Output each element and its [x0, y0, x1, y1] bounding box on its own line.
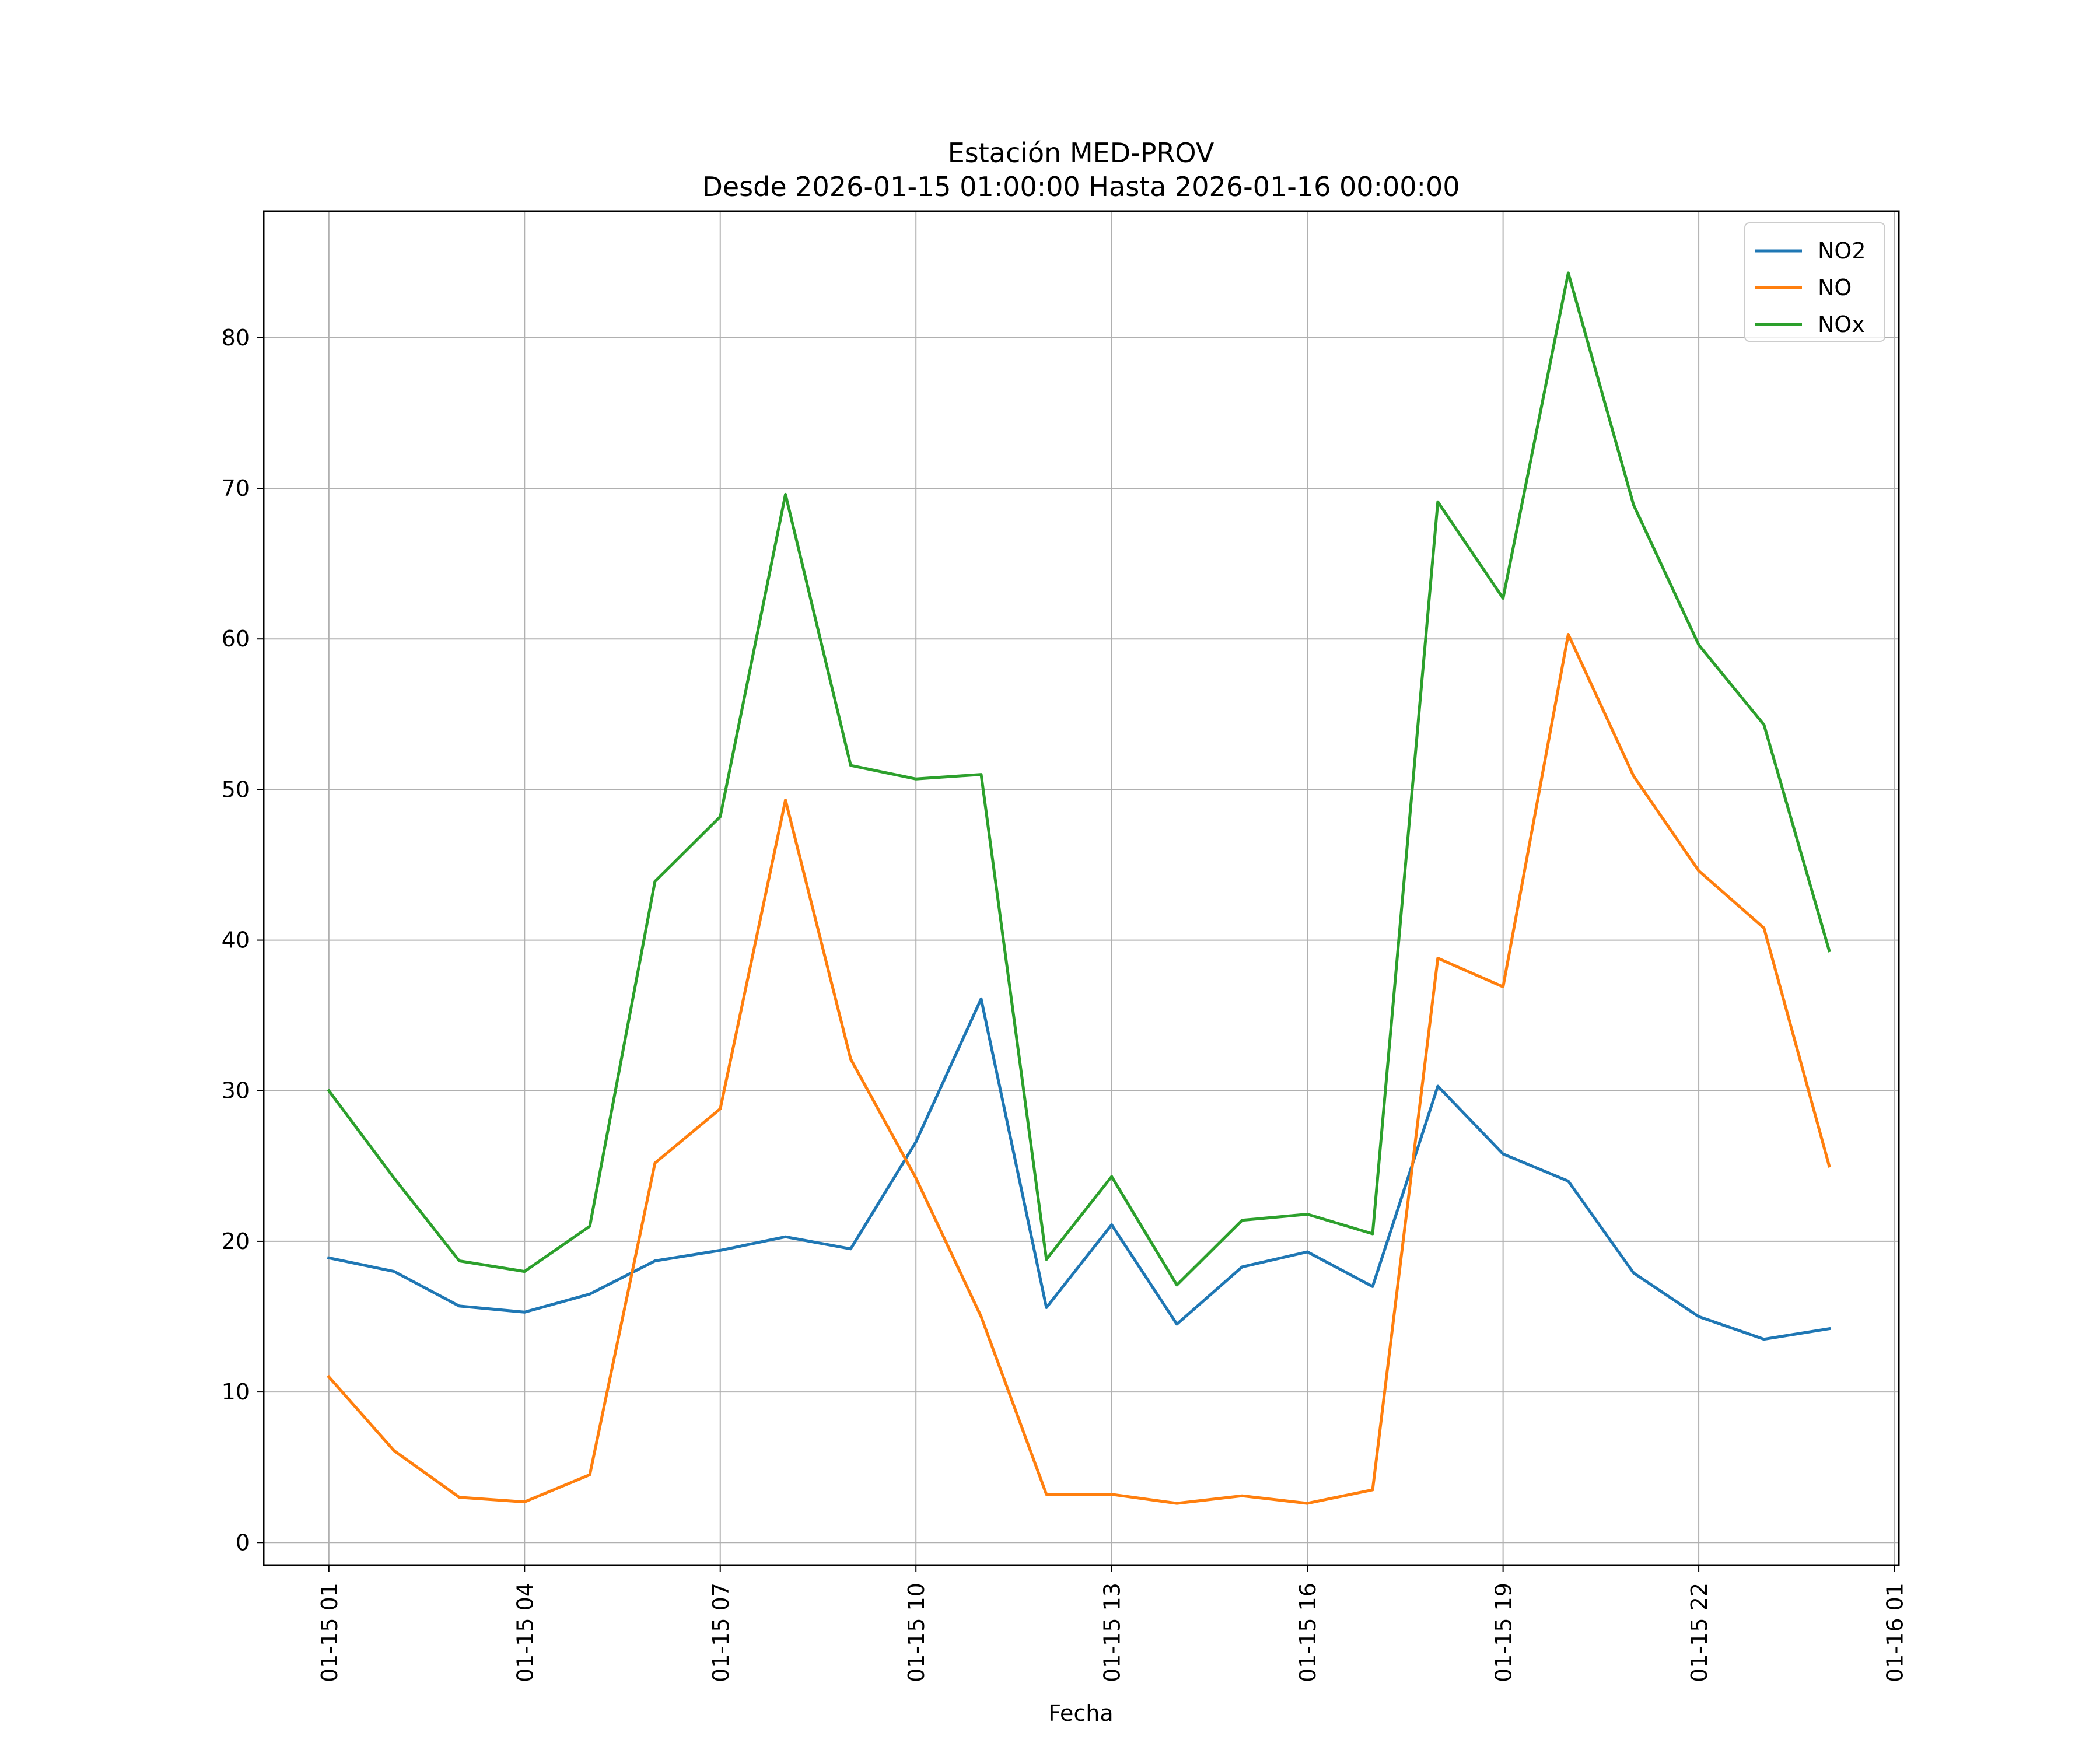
x-tick-label: 01-15 04 [512, 1583, 538, 1682]
series-line-no2 [327, 997, 1831, 1341]
legend: NO2 NO NOx [1744, 222, 1885, 342]
y-tick-label: 80 [222, 325, 250, 351]
chart-title: Estación MED-PROV [948, 137, 1214, 169]
y-tick-label: 30 [222, 1078, 250, 1104]
legend-label: NOx [1818, 312, 1865, 337]
x-tick-label: 01-15 13 [1100, 1583, 1125, 1682]
x-tick-label: 01-15 16 [1295, 1583, 1321, 1682]
series-no2 [327, 997, 1831, 1341]
x-tick-label: 01-15 10 [904, 1583, 929, 1682]
series-lines [327, 271, 1831, 1505]
series-line-no [327, 633, 1831, 1505]
grid [264, 211, 1899, 1565]
axes: 0 10 20 30 40 50 60 70 80 01-15 01 01-15 04 01-15 0… [222, 325, 1908, 1682]
y-tick-label: 40 [222, 928, 250, 953]
x-axis-label: Fecha [1048, 1700, 1113, 1726]
x-tick-label: 01-15 01 [317, 1583, 342, 1682]
y-tick-label: 60 [222, 626, 250, 652]
y-tick-label: 50 [222, 776, 250, 802]
y-tick-label: 10 [222, 1379, 250, 1405]
chart-subtitle: Desde 2026-01-15 01:00:00 Hasta 2026-01-… [702, 171, 1460, 202]
legend-label: NO2 [1818, 238, 1866, 264]
y-tick-label: 0 [236, 1530, 250, 1555]
series-line-nox [327, 271, 1831, 1287]
legend-label: NO [1818, 275, 1852, 300]
x-tick-label: 01-16 01 [1882, 1583, 1908, 1682]
x-tick-label: 01-15 07 [708, 1583, 734, 1682]
series-no [327, 633, 1831, 1505]
legend-box [1744, 222, 1885, 342]
y-tick-label: 20 [222, 1229, 250, 1254]
y-tick-label: 70 [222, 475, 250, 501]
plot-frame [262, 210, 1900, 1566]
x-tick-label: 01-15 22 [1686, 1583, 1712, 1682]
x-tick-label: 01-15 19 [1491, 1583, 1517, 1682]
series-nox [327, 271, 1831, 1287]
